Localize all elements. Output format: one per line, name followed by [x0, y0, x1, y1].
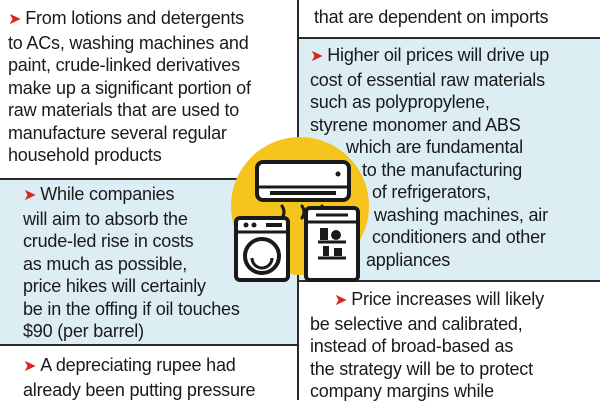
- text-line: which are fundamental: [346, 137, 523, 157]
- arrow-icon: ➤: [23, 187, 37, 204]
- arrow-icon: ➤: [23, 358, 37, 375]
- text-line: paint, crude-linked derivatives: [8, 55, 240, 75]
- divider-right-1: [299, 37, 600, 39]
- text-line: be selective and calibrated,: [310, 313, 523, 334]
- left-top-text: ➤ From lotions and detergents to ACs, was…: [8, 7, 251, 167]
- text-line: price hikes will certainly: [23, 276, 206, 296]
- text-line: manufacture several regular: [8, 122, 227, 143]
- text-line: crude-led rise in costs: [23, 231, 194, 251]
- divider-left-2: [0, 344, 297, 346]
- text-line: as much as possible,: [23, 253, 188, 274]
- text-line: ➤ Price increases will likely: [334, 289, 544, 309]
- text-line: that are dependent on imports: [314, 7, 549, 27]
- text-line: make up a significant portion of: [8, 77, 251, 98]
- text-line: ➤ While companies: [23, 184, 175, 204]
- text-line: company margins while: [310, 381, 494, 401]
- right-bottom-panel: [299, 282, 600, 400]
- arrow-icon: ➤: [334, 292, 348, 309]
- text-line: to ACs, washing machines and: [8, 32, 249, 53]
- left-bottom-text: ➤ A depreciating rupee had already been p…: [23, 354, 256, 401]
- text-line: styrene monomer and ABS: [310, 114, 521, 135]
- washing-machine-icon: [234, 216, 290, 282]
- text-line: be in the offing if oil touches: [23, 298, 240, 319]
- text-line: $90 (per barrel): [23, 321, 144, 341]
- text-line: instead of broad-based as: [310, 336, 514, 356]
- air-conditioner-icon: [255, 160, 351, 220]
- text-line: household products: [8, 145, 162, 165]
- right-top-panel: [299, 0, 600, 37]
- text-line: cost of essential raw materials: [310, 69, 545, 90]
- text-line: conditioners and other: [372, 227, 546, 247]
- text-line: of refrigerators,: [372, 182, 491, 202]
- appliances-illustration: [234, 160, 360, 282]
- left-middle-text: ➤ While companies will aim to absorb the …: [23, 183, 240, 343]
- divider-left-1: [0, 178, 297, 180]
- arrow-icon: ➤: [310, 48, 324, 65]
- left-bottom-panel: [0, 346, 297, 400]
- refrigerator-icon: [304, 206, 360, 282]
- text-line: already been putting pressure: [23, 379, 256, 400]
- left-top-panel: [0, 0, 297, 178]
- divider-right-2: [299, 280, 600, 282]
- text-line: ➤ From lotions and detergents: [8, 8, 244, 28]
- arrow-icon: ➤: [8, 11, 22, 28]
- text-line: ➤ Higher oil prices will drive up: [310, 45, 550, 65]
- right-bottom-text: ➤ Price increases will likely be selectiv…: [310, 288, 544, 403]
- text-line: to the manufacturing: [362, 159, 523, 180]
- right-middle-text: ➤ Higher oil prices will drive up cost of…: [310, 44, 549, 271]
- text-line: will aim to absorb the: [23, 208, 188, 229]
- right-top-text: that are dependent on imports: [314, 6, 549, 29]
- text-line: such as polypropylene,: [310, 92, 490, 112]
- text-line: the strategy will be to protect: [310, 358, 533, 379]
- text-line: ➤ A depreciating rupee had: [23, 355, 236, 375]
- text-line: raw materials that are used to: [8, 100, 240, 120]
- text-line: washing machines, air: [374, 204, 548, 225]
- text-line: appliances: [366, 249, 451, 270]
